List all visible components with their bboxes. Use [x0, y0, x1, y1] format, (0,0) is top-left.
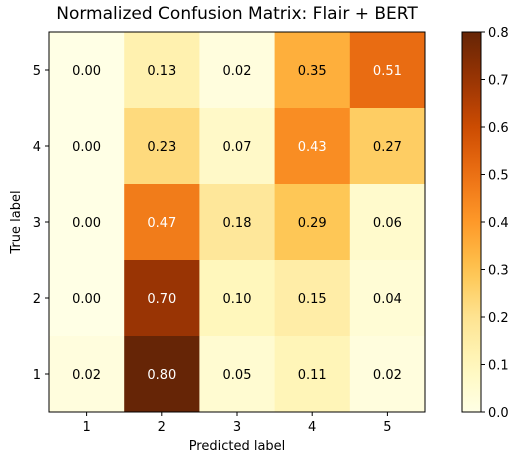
cell-value-label: 0.06 [373, 216, 402, 231]
cell-value-label: 0.29 [298, 216, 327, 231]
cell-value-label: 0.80 [147, 368, 176, 383]
heatmap-cell [49, 108, 125, 185]
cell-value-label: 0.00 [72, 216, 101, 231]
heatmap-cell [124, 336, 200, 413]
heatmap-cell [199, 108, 276, 185]
colorbar-tick-label: 0.1 [488, 359, 509, 374]
heatmap-cell [274, 260, 351, 337]
chart-title: Normalized Confusion Matrix: Flair + BER… [56, 4, 418, 24]
heatmap-cell [274, 108, 351, 185]
heatmap-cell [349, 32, 426, 109]
x-axis-label: Predicted label [189, 439, 286, 454]
heatmap-cell [124, 260, 200, 337]
heatmap-cell [124, 32, 200, 109]
heatmap-cell [349, 336, 426, 413]
heatmap-cell [199, 184, 276, 261]
x-tick-label: 1 [82, 420, 90, 435]
heatmap-cell [49, 336, 125, 413]
cell-value-label: 0.18 [223, 216, 252, 231]
cell-value-label: 0.00 [72, 292, 101, 307]
cell-value-label: 0.07 [223, 140, 252, 155]
heatmap-cell [199, 260, 276, 337]
heatmap-cell [349, 260, 426, 337]
y-tick-label: 2 [33, 292, 41, 307]
heatmap-cell [349, 108, 426, 185]
colorbar-tick-label: 0.2 [488, 311, 509, 326]
cell-value-label: 0.13 [147, 64, 176, 79]
colorbar-tick-label: 0.0 [488, 406, 509, 421]
colorbar-tick-label: 0.4 [488, 216, 509, 231]
heatmap-cell [124, 108, 200, 185]
heatmap-cell [49, 184, 125, 261]
y-axis-ticks: 5 4 3 2 1 [33, 64, 49, 383]
y-tick-label: 3 [33, 216, 41, 231]
heatmap-cell-labels: 0.00 0.13 0.02 0.35 0.51 0.00 0.23 0.07 0.43 0.27… [72, 64, 402, 383]
heatmap-cell [274, 184, 351, 261]
cell-value-label: 0.15 [298, 292, 327, 307]
heatmap-cell [274, 336, 351, 413]
cell-value-label: 0.47 [147, 216, 176, 231]
y-tick-label: 4 [33, 140, 41, 155]
colorbar [461, 31, 482, 413]
y-tick-label: 1 [33, 368, 41, 383]
cell-value-label: 0.10 [223, 292, 252, 307]
heatmap-cell [274, 32, 351, 109]
cell-value-label: 0.04 [373, 292, 402, 307]
colorbar-ticks: 0.0 0.1 0.2 0.3 0.4 0.5 0.6 0.7 0.8 [481, 26, 509, 421]
colorbar-tick-label: 0.8 [488, 26, 509, 41]
cell-value-label: 0.00 [72, 64, 101, 79]
heatmap-cell [199, 336, 276, 413]
heatmap-cells [49, 32, 426, 413]
heatmap-cell [199, 32, 276, 109]
x-tick-label: 2 [158, 420, 166, 435]
heatmap-cell [349, 184, 426, 261]
colorbar-tick-label: 0.3 [488, 264, 509, 279]
x-tick-label: 5 [383, 420, 391, 435]
cell-value-label: 0.27 [373, 140, 402, 155]
cell-value-label: 0.02 [373, 368, 402, 383]
x-tick-label: 3 [233, 420, 241, 435]
x-axis-ticks: 1 2 3 4 5 [82, 412, 392, 435]
cell-value-label: 0.51 [373, 64, 402, 79]
colorbar-tick-label: 0.5 [488, 169, 509, 184]
colorbar-tick-label: 0.7 [488, 74, 509, 89]
cell-value-label: 0.11 [298, 368, 327, 383]
colorbar-tick-label: 0.6 [488, 121, 509, 136]
cell-value-label: 0.05 [223, 368, 252, 383]
y-tick-label: 5 [33, 64, 41, 79]
heatmap-cell [124, 184, 200, 261]
x-tick-label: 4 [308, 420, 316, 435]
cell-value-label: 0.02 [223, 64, 252, 79]
cell-value-label: 0.23 [147, 140, 176, 155]
cell-value-label: 0.35 [298, 64, 327, 79]
heatmap-cell [49, 260, 125, 337]
y-axis-label: True label [9, 190, 24, 254]
cell-value-label: 0.02 [72, 368, 101, 383]
cell-value-label: 0.43 [298, 140, 327, 155]
cell-value-label: 0.00 [72, 140, 101, 155]
cell-value-label: 0.70 [147, 292, 176, 307]
heatmap-cell [49, 32, 125, 109]
